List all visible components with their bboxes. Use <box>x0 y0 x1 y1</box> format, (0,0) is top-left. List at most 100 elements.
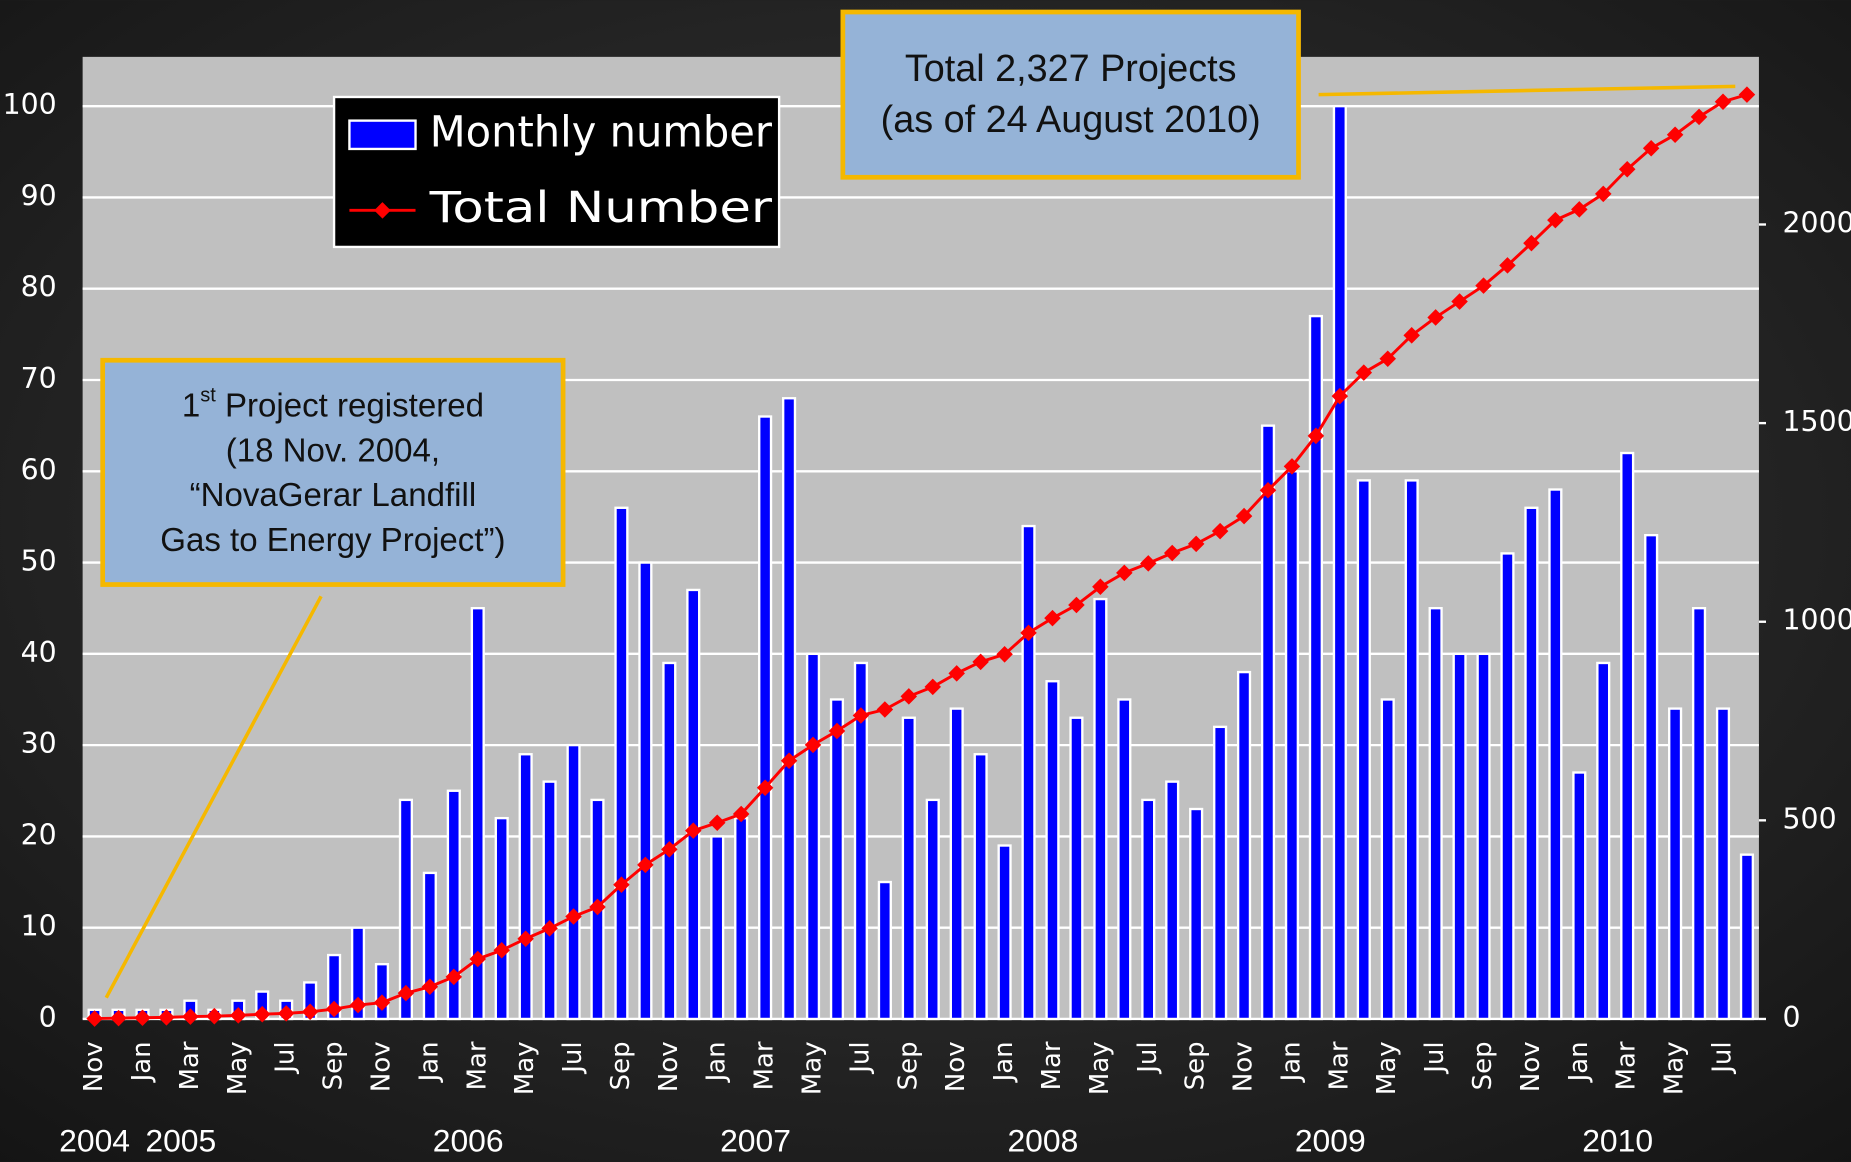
y2-tick-label: 500 <box>1783 802 1837 835</box>
line-marker <box>900 688 918 705</box>
bar <box>1644 533 1659 1021</box>
x-tick-label: Nov <box>1516 1041 1546 1092</box>
line-marker <box>1714 93 1732 111</box>
line-marker <box>589 898 606 916</box>
line-marker <box>804 736 822 754</box>
y-tick-label: 90 <box>21 179 57 212</box>
y-tick-label: 100 <box>3 88 57 121</box>
bar <box>1668 707 1683 1021</box>
annotation-text-part: 1 <box>182 387 200 424</box>
line-marker <box>1283 458 1301 475</box>
x-tick-label: May <box>1660 1041 1690 1095</box>
bar <box>1715 707 1731 1021</box>
bar <box>1165 780 1180 1021</box>
annotation-text-part: st <box>200 385 216 407</box>
line-marker <box>253 1005 271 1023</box>
line-marker <box>948 665 965 682</box>
x-tick-label: Jan <box>1564 1041 1594 1083</box>
x-tick-label: Jan <box>127 1041 157 1083</box>
x-tick-label: Sep <box>1181 1041 1211 1090</box>
bar <box>1596 661 1611 1021</box>
x-tick-label: Jul <box>1420 1041 1450 1074</box>
bar <box>1069 716 1084 1021</box>
y2-tick-label: 1000 <box>1783 604 1851 637</box>
line-marker <box>541 920 558 937</box>
y-tick-label: 80 <box>21 271 57 304</box>
line-marker <box>1618 161 1636 178</box>
bar <box>1428 607 1443 1021</box>
bar <box>1189 807 1204 1021</box>
bar <box>1284 470 1300 1021</box>
year-label: 2010 <box>1582 1122 1653 1158</box>
y-tick-label: 10 <box>21 910 57 943</box>
x-tick-label: May <box>1085 1041 1115 1095</box>
line-marker <box>756 779 774 797</box>
bar <box>374 963 390 1021</box>
line-marker <box>972 653 989 671</box>
x-tick-label: Nov <box>79 1041 109 1092</box>
line-marker <box>206 1007 223 1025</box>
bar <box>877 880 892 1021</box>
y-tick-label: 0 <box>39 1001 57 1034</box>
year-label: 2007 <box>720 1122 791 1158</box>
line-marker <box>613 876 630 893</box>
line-marker <box>1116 564 1133 582</box>
line-marker <box>996 646 1013 663</box>
x-tick-label: Jul <box>271 1041 301 1074</box>
x-tick-label: Nov <box>654 1041 684 1092</box>
line-marker <box>1092 578 1109 596</box>
bar <box>973 753 988 1021</box>
bar <box>1260 424 1276 1021</box>
line-marker <box>1427 309 1444 326</box>
leader-line <box>1318 84 1736 97</box>
x-tick-label: Jul <box>558 1041 588 1074</box>
line-marker <box>1499 257 1516 274</box>
line-marker <box>828 722 846 740</box>
x-tick-label: May <box>1372 1041 1402 1095</box>
line-marker <box>182 1008 199 1025</box>
bar <box>326 953 342 1021</box>
y2-tick-label: 0 <box>1783 1001 1801 1034</box>
line-marker <box>661 841 678 858</box>
line-marker <box>1666 126 1684 143</box>
x-tick-label: Mar <box>175 1041 205 1090</box>
bar <box>398 798 414 1021</box>
bar <box>1213 725 1228 1021</box>
x-tick-label: Jan <box>414 1041 444 1083</box>
line-marker <box>1140 555 1157 572</box>
annotation-text: (18 Nov. 2004, <box>226 432 440 469</box>
x-tick-label: Mar <box>462 1041 492 1090</box>
x-tick-label: Nov <box>941 1041 971 1092</box>
bar <box>1739 853 1755 1021</box>
bar <box>614 506 629 1021</box>
bar <box>829 698 845 1021</box>
year-label: 2006 <box>433 1122 504 1158</box>
line-marker <box>708 814 726 831</box>
bar <box>1308 314 1323 1021</box>
line-marker <box>876 701 894 718</box>
annotation-text: Gas to Energy Project”) <box>160 522 505 559</box>
bar <box>1476 652 1491 1021</box>
x-tick-label: Jul <box>1133 1041 1163 1074</box>
line-marker <box>1595 185 1612 203</box>
x-tick-label: Sep <box>1468 1041 1498 1090</box>
bar <box>350 926 366 1021</box>
line-marker <box>421 978 439 996</box>
annotation-text-part: (18 Nov. 2004, <box>226 432 440 469</box>
bar <box>1356 479 1371 1021</box>
line-marker <box>1187 535 1205 553</box>
bar <box>1141 798 1156 1021</box>
x-tick-label: Jul <box>845 1041 875 1074</box>
x-tick-label: Sep <box>319 1041 349 1090</box>
line-marker <box>1571 201 1588 218</box>
annotation-box <box>100 357 566 587</box>
bar <box>1332 104 1347 1021</box>
y-tick-label: 70 <box>21 362 57 395</box>
bar <box>1452 652 1467 1021</box>
year-label: 2008 <box>1007 1122 1078 1158</box>
y-tick-label: 30 <box>21 727 57 760</box>
bar <box>1380 698 1395 1021</box>
annotation-text-part: Gas to Energy Project”) <box>160 522 505 559</box>
bar <box>1524 506 1539 1021</box>
annotation-box <box>840 9 1301 180</box>
